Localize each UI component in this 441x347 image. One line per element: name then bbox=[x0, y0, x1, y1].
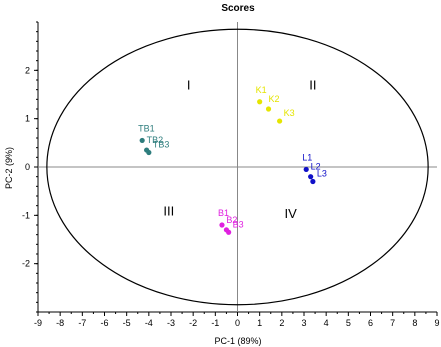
data-point-label: L1 bbox=[302, 152, 312, 162]
data-point bbox=[257, 99, 263, 105]
data-point-label: K1 bbox=[256, 85, 267, 95]
x-tick-label: 7 bbox=[390, 318, 395, 328]
y-tick-label: -2 bbox=[22, 259, 30, 269]
x-tick-label: 9 bbox=[434, 318, 439, 328]
data-point-label: TB2 bbox=[147, 135, 164, 145]
data-point bbox=[265, 106, 272, 112]
quadrant-label: I bbox=[187, 78, 191, 93]
data-point bbox=[139, 137, 145, 144]
x-tick-label: -2 bbox=[189, 318, 197, 328]
confidence-ellipse bbox=[46, 28, 429, 306]
x-tick-label: -1 bbox=[211, 318, 219, 328]
data-point bbox=[219, 222, 225, 228]
data-point-label: TB3 bbox=[153, 140, 170, 150]
chart-title: Scores bbox=[221, 3, 255, 14]
x-tick-label: 4 bbox=[324, 318, 329, 328]
y-axis-label: PC-2 (9%) bbox=[4, 147, 14, 189]
data-point bbox=[277, 118, 283, 124]
data-point-label: B3 bbox=[233, 219, 244, 229]
data-point-label: TB1 bbox=[138, 123, 155, 133]
y-tick-label: 0 bbox=[25, 162, 30, 172]
data-point-label: B2 bbox=[226, 215, 237, 225]
data-point-label: K2 bbox=[269, 94, 280, 104]
x-tick-label: 2 bbox=[279, 318, 284, 328]
x-tick-label: 0 bbox=[235, 318, 240, 328]
quadrant-label: II bbox=[309, 78, 316, 93]
data-point-label: L3 bbox=[317, 169, 327, 179]
data-point bbox=[226, 229, 232, 235]
data-point bbox=[303, 166, 309, 173]
x-tick-label: -4 bbox=[145, 318, 153, 328]
x-tick-label: -7 bbox=[78, 318, 86, 328]
y-tick-label: -1 bbox=[22, 210, 30, 220]
x-tick-label: -8 bbox=[56, 318, 64, 328]
data-point-label: K3 bbox=[284, 108, 295, 118]
quadrant-label: III bbox=[163, 203, 174, 218]
x-tick-label: 5 bbox=[346, 318, 351, 328]
y-tick-label: 2 bbox=[25, 65, 30, 75]
x-tick-label: -6 bbox=[100, 318, 108, 328]
data-point-label: L2 bbox=[311, 162, 321, 172]
x-tick-label: 3 bbox=[301, 318, 306, 328]
x-tick-label: 6 bbox=[368, 318, 373, 328]
x-axis-label: PC-1 (89%) bbox=[214, 336, 261, 346]
y-tick-label: 1 bbox=[25, 114, 30, 124]
data-point-label: B1 bbox=[218, 208, 229, 218]
data-point bbox=[308, 174, 314, 180]
x-tick-label: -5 bbox=[123, 318, 131, 328]
x-tick-label: -3 bbox=[167, 318, 175, 328]
x-tick-label: 1 bbox=[257, 318, 262, 328]
x-tick-label: 8 bbox=[412, 318, 417, 328]
quadrant-label: IV bbox=[285, 206, 298, 221]
data-point bbox=[146, 149, 152, 156]
data-point bbox=[310, 178, 316, 185]
x-tick-label: -9 bbox=[34, 318, 42, 328]
